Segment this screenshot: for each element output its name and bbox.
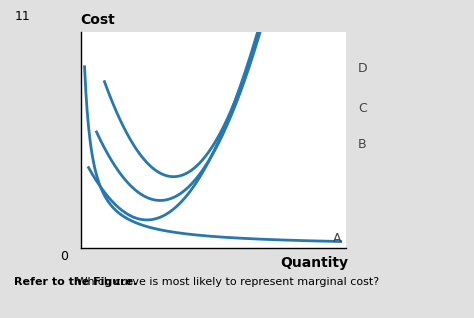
Text: C: C bbox=[358, 102, 366, 114]
Text: 11: 11 bbox=[14, 10, 30, 23]
Text: 0: 0 bbox=[60, 250, 68, 263]
Text: Cost: Cost bbox=[81, 13, 115, 27]
Text: A: A bbox=[333, 232, 341, 245]
Text: Refer to the Figure.: Refer to the Figure. bbox=[14, 277, 137, 287]
Text: Quantity: Quantity bbox=[281, 256, 348, 270]
Text: B: B bbox=[358, 138, 366, 151]
Text: D: D bbox=[358, 62, 367, 75]
Text: Which curve is most likely to represent marginal cost?: Which curve is most likely to represent … bbox=[73, 277, 380, 287]
